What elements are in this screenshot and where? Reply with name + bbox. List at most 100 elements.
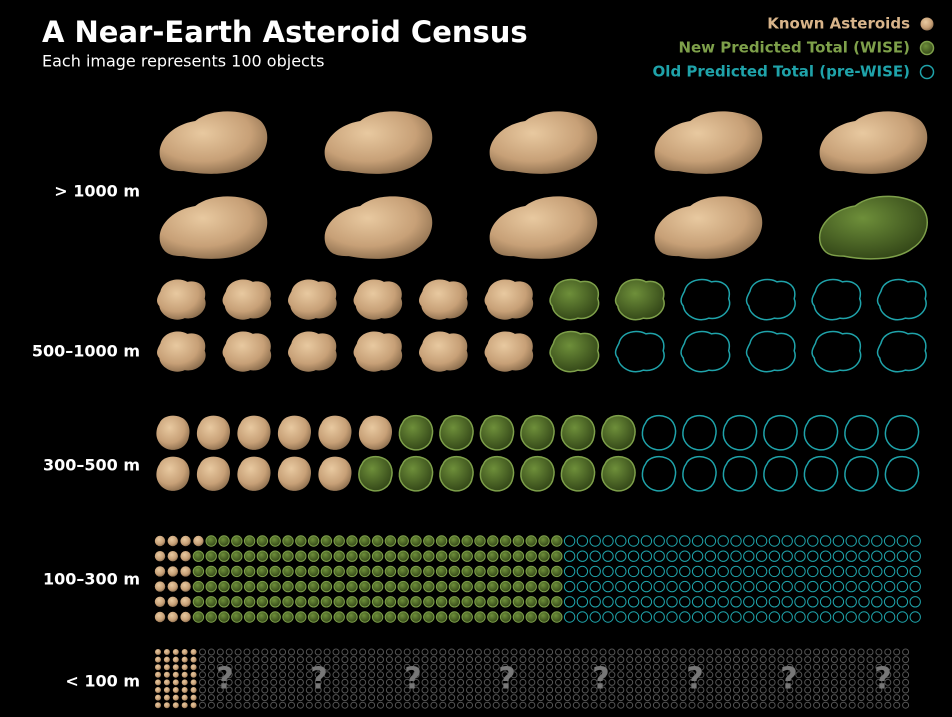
unknown-icon: [430, 701, 438, 709]
wise-icon: [410, 550, 422, 562]
unknown-icon: [323, 678, 331, 686]
unknown-icon: [555, 678, 562, 686]
unknown-icon: [314, 694, 322, 702]
unknown-icon: [199, 678, 206, 686]
prewise-icon: [691, 580, 704, 593]
unknown-icon: [457, 663, 465, 671]
prewise-icon: [768, 596, 781, 608]
wise-icon: [499, 580, 512, 593]
unknown-icon: [866, 694, 874, 702]
wise-icon: [346, 550, 358, 562]
known-icon: [222, 331, 272, 372]
unknown-icon: [243, 648, 251, 656]
unknown-icon: [199, 671, 206, 679]
unknown-icon: [608, 648, 616, 656]
unknown-icon: [848, 663, 856, 671]
unknown-icon: [795, 686, 803, 694]
unknown-icon: [394, 686, 402, 694]
prewise-icon: [883, 596, 896, 608]
unknown-icon: [839, 678, 847, 686]
unknown-icon: [697, 648, 705, 656]
unknown-icon: [430, 671, 438, 679]
unknown-icon: [216, 701, 224, 709]
prewise-icon: [794, 611, 806, 623]
unknown-icon: [706, 656, 714, 664]
prewise-icon: [563, 596, 576, 608]
unknown-icon: [421, 686, 429, 694]
wise-icon: [307, 535, 320, 547]
unknown-icon: [501, 671, 509, 679]
unknown-icon: [759, 678, 767, 686]
unknown-icon: [733, 663, 740, 671]
known-icon: [163, 656, 170, 663]
unknown-icon: [412, 671, 420, 679]
unknown-icon: [777, 648, 785, 656]
unknown-icon: [733, 694, 740, 702]
wise-icon: [538, 565, 550, 578]
prewise-icon: [755, 611, 768, 623]
unknown-icon: [296, 656, 304, 664]
unknown-icon: [385, 656, 393, 664]
wise-icon: [218, 535, 230, 547]
unknown-icon: [724, 701, 732, 709]
prewise-icon: [755, 580, 768, 593]
unknown-icon: [733, 656, 740, 664]
wise-icon: [269, 535, 281, 547]
unknown-icon: [492, 656, 500, 664]
wise-icon: [243, 596, 256, 608]
wise-icon: [561, 416, 594, 450]
known-icon: [181, 694, 188, 701]
unknown-icon: [207, 678, 215, 686]
unknown-icon: [839, 694, 847, 702]
wise-icon: [333, 535, 345, 547]
prewise-icon: [807, 550, 819, 562]
unknown-icon: [875, 686, 883, 694]
wise-icon: [461, 580, 473, 593]
wise-icon: [307, 596, 320, 608]
prewise-icon: [871, 535, 883, 547]
unknown-icon: [822, 701, 829, 709]
unknown-icon: [866, 701, 874, 709]
unknown-icon: [483, 686, 491, 694]
prewise-icon: [871, 550, 883, 562]
unknown-icon: [492, 686, 500, 694]
known-icon: [181, 687, 188, 693]
prewise-icon: [858, 580, 870, 593]
unknown-icon: [777, 678, 785, 686]
prewise-icon: [615, 565, 627, 578]
unknown-icon: [652, 694, 660, 702]
unknown-icon: [902, 671, 910, 679]
unknown-icon: [804, 694, 812, 702]
wise-icon: [231, 611, 243, 623]
wise-icon: [461, 596, 473, 608]
unknown-icon: [866, 678, 874, 686]
prewise-icon: [807, 611, 819, 623]
unknown-icon: [483, 648, 491, 656]
unknown-mark: ?: [592, 662, 609, 697]
unknown-icon: [368, 671, 376, 679]
unknown-icon: [359, 656, 367, 664]
prewise-icon: [640, 550, 653, 562]
unknown-icon: [768, 663, 776, 671]
prewise-icon: [704, 550, 717, 562]
unknown-icon: [207, 701, 215, 709]
wise-icon: [256, 596, 269, 608]
unknown-icon: [225, 686, 233, 694]
prewise-icon: [679, 550, 691, 562]
wise-icon: [487, 550, 499, 562]
unknown-icon: [305, 663, 313, 671]
wise-icon: [423, 580, 435, 593]
unknown-icon: [474, 656, 482, 664]
prewise-icon: [878, 332, 927, 372]
wise-icon: [448, 580, 461, 593]
unknown-icon: [715, 648, 723, 656]
wise-icon: [525, 580, 537, 593]
prewise-icon: [858, 535, 870, 547]
unknown-icon: [492, 663, 500, 671]
unknown-icon: [243, 678, 251, 686]
wise-icon: [243, 550, 256, 562]
unknown-icon: [323, 663, 331, 671]
prewise-icon: [764, 457, 797, 491]
unknown-icon: [412, 701, 420, 709]
prewise-icon: [807, 535, 819, 547]
